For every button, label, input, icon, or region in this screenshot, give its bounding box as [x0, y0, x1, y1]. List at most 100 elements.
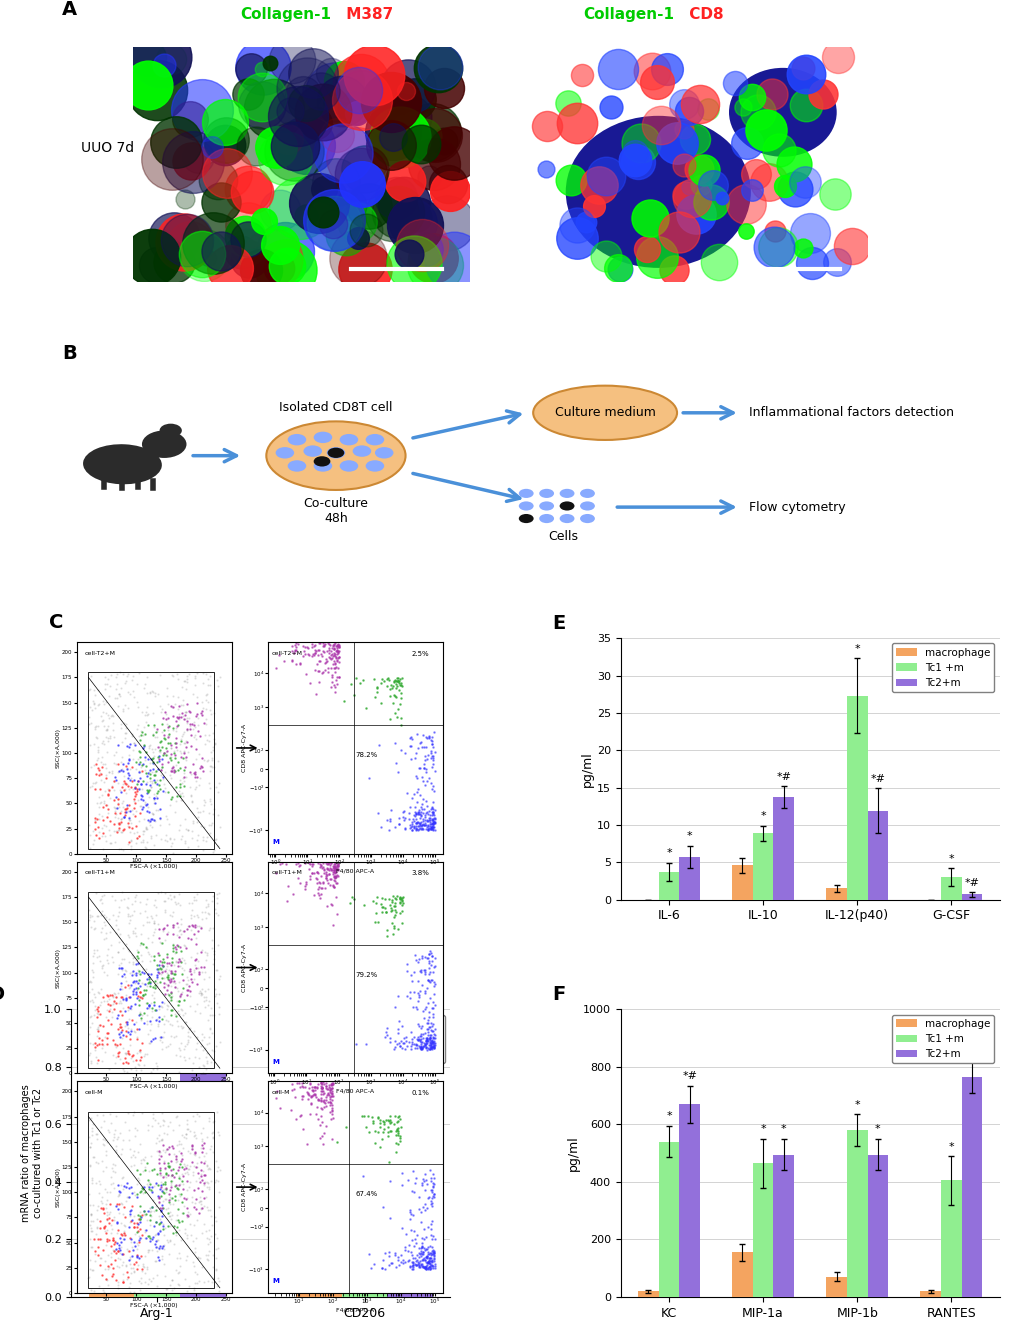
Point	[369, 677, 385, 698]
Point	[117, 1011, 133, 1032]
Point	[383, 677, 399, 698]
Point	[424, 1173, 440, 1194]
Point	[328, 667, 344, 689]
Point	[171, 785, 187, 806]
Point	[195, 698, 211, 719]
Point	[128, 773, 145, 794]
Point	[169, 1134, 185, 1155]
Point	[165, 666, 181, 687]
Point	[416, 961, 432, 983]
Point	[309, 873, 325, 894]
Point	[317, 1090, 333, 1111]
Point	[203, 1271, 219, 1293]
Point	[322, 640, 338, 662]
Point	[373, 673, 389, 694]
Point	[326, 644, 342, 666]
Point	[185, 762, 202, 783]
Bar	[658, 872, 679, 900]
Point	[166, 801, 182, 822]
Point	[117, 1215, 133, 1237]
Point	[405, 808, 421, 829]
Point	[828, 251, 845, 273]
Point	[170, 1038, 186, 1059]
Point	[144, 906, 160, 928]
Point	[329, 643, 345, 664]
Point	[307, 1080, 323, 1102]
Point	[208, 902, 224, 924]
Point	[151, 1148, 167, 1170]
Point	[142, 682, 158, 703]
Point	[105, 1227, 121, 1249]
Point	[110, 957, 126, 979]
Point	[195, 673, 211, 694]
Point	[133, 798, 150, 820]
Point	[378, 668, 394, 690]
Point	[128, 1238, 145, 1259]
Point	[138, 1219, 154, 1241]
Y-axis label: CD8 APC-Cy7-A: CD8 APC-Cy7-A	[242, 1163, 247, 1211]
Point	[418, 802, 434, 824]
Point	[122, 838, 139, 860]
Point	[95, 730, 111, 751]
Point	[313, 1087, 329, 1108]
Point	[389, 1023, 406, 1044]
Point	[160, 725, 176, 746]
Point	[102, 810, 118, 832]
Point	[324, 1072, 340, 1094]
Point	[265, 99, 281, 120]
Text: M: M	[272, 1059, 278, 1064]
Point	[210, 1181, 226, 1202]
Point	[125, 983, 142, 1004]
Point	[414, 1039, 430, 1060]
Point	[201, 802, 217, 824]
Point	[373, 1128, 389, 1150]
Point	[308, 1087, 324, 1108]
Point	[381, 1027, 397, 1048]
Point	[390, 1123, 407, 1144]
Point	[421, 808, 437, 829]
Point	[416, 1218, 432, 1239]
Point	[202, 664, 218, 686]
Point	[107, 1035, 123, 1056]
Point	[399, 1169, 416, 1190]
Point	[412, 816, 428, 837]
Point	[426, 722, 442, 743]
Point	[110, 1241, 126, 1262]
Point	[676, 154, 692, 175]
Point	[122, 777, 139, 798]
Point	[329, 853, 345, 874]
Point	[412, 785, 428, 806]
Point	[147, 738, 163, 759]
Circle shape	[314, 460, 332, 472]
Point	[128, 1187, 145, 1209]
Point	[183, 1134, 200, 1155]
Point	[422, 805, 438, 826]
Point	[202, 699, 218, 721]
Point	[132, 725, 149, 746]
Point	[157, 1158, 173, 1179]
Point	[326, 857, 342, 878]
Point	[156, 1152, 172, 1174]
Point	[323, 1090, 339, 1111]
Point	[372, 1116, 388, 1138]
Point	[686, 128, 702, 150]
Point	[222, 258, 238, 279]
Point	[142, 763, 158, 785]
Point	[185, 905, 202, 927]
Point	[176, 1155, 193, 1177]
Point	[141, 1177, 157, 1198]
Point	[146, 754, 162, 775]
Point	[207, 983, 223, 1004]
Point	[393, 739, 410, 761]
Point	[209, 804, 225, 825]
Point	[83, 904, 99, 925]
Point	[89, 1034, 105, 1055]
Point	[111, 1013, 127, 1035]
Point	[310, 660, 326, 682]
Text: F: F	[552, 984, 566, 1004]
Point	[135, 1175, 151, 1197]
Point	[409, 782, 425, 804]
Point	[415, 810, 431, 832]
Point	[159, 915, 175, 936]
Point	[176, 1003, 193, 1024]
